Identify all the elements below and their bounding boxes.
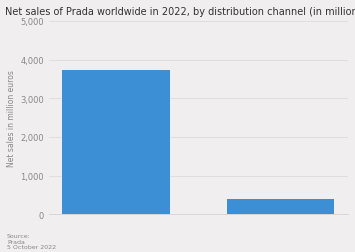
Text: Source:
Prada
5 October 2022: Source: Prada 5 October 2022 (7, 233, 56, 249)
Title: Net sales of Prada worldwide in 2022, by distribution channel (in million euros): Net sales of Prada worldwide in 2022, by… (5, 7, 355, 17)
Bar (227, 199, 334, 214)
Y-axis label: Net sales in million euros: Net sales in million euros (7, 70, 16, 166)
Bar (62, 71, 170, 214)
